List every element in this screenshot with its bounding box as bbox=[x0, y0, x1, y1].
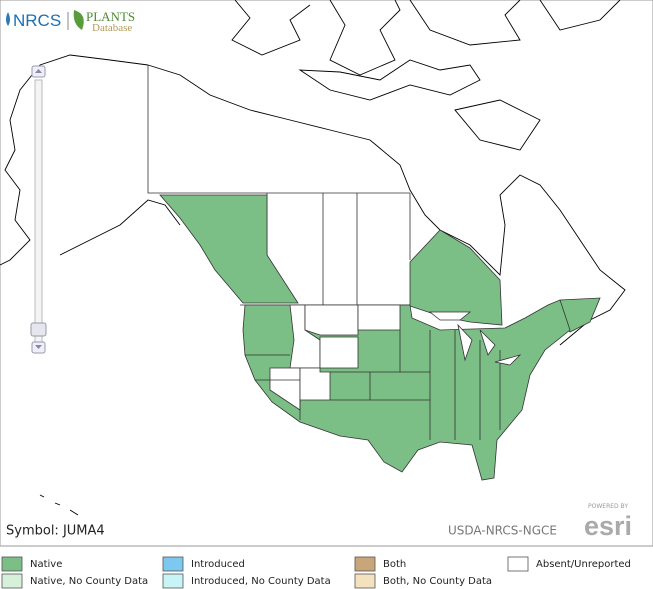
utah bbox=[299, 367, 331, 401]
legend-swatch bbox=[354, 556, 376, 572]
zoom-in-icon bbox=[35, 69, 42, 73]
symbol-label: Symbol: JUMA4 bbox=[6, 524, 105, 539]
logo: NRCS PLANTS Database bbox=[6, 9, 135, 34]
map-frame bbox=[0, 0, 653, 547]
montana bbox=[304, 304, 359, 336]
powered-by: POWERED BY bbox=[588, 503, 628, 510]
great-lakes bbox=[428, 311, 522, 366]
drop-icon bbox=[6, 12, 10, 26]
zoom-out-icon bbox=[35, 345, 42, 349]
legend-label: Both bbox=[383, 559, 406, 570]
legend-swatch bbox=[507, 556, 529, 572]
ontario bbox=[409, 229, 503, 326]
canada-coast bbox=[147, 64, 626, 346]
agency: NRCS bbox=[13, 11, 61, 30]
legend-label: Introduced bbox=[191, 559, 245, 570]
alaska-coast bbox=[0, 54, 181, 266]
legend-label: Native, No County Data bbox=[30, 576, 148, 587]
zoom-control bbox=[30, 65, 47, 354]
legend-label: Absent/Unreported bbox=[536, 559, 631, 570]
legend-label: Introduced, No County Data bbox=[191, 576, 331, 587]
arctic-islands bbox=[231, 0, 621, 151]
zoom-handle[interactable] bbox=[30, 322, 47, 337]
legend-swatch bbox=[162, 573, 184, 589]
leaf-icon bbox=[73, 10, 84, 30]
legend-swatch bbox=[162, 556, 184, 572]
database-title: PLANTS bbox=[86, 9, 135, 24]
hawaii bbox=[39, 494, 79, 516]
esri-logo: esri bbox=[584, 511, 632, 541]
wyoming bbox=[319, 336, 359, 369]
credit: USDA-NRCS-NGCE bbox=[448, 524, 557, 538]
legend-label: Native bbox=[30, 559, 62, 570]
database-subtitle: Database bbox=[92, 22, 132, 34]
state-borders bbox=[245, 330, 501, 440]
legend-swatch bbox=[1, 556, 23, 572]
legend-label: Both, No County Data bbox=[383, 576, 492, 587]
zoom-track[interactable] bbox=[34, 79, 43, 343]
legend-swatch bbox=[1, 573, 23, 589]
british-columbia bbox=[159, 194, 299, 304]
map bbox=[0, 0, 653, 547]
legend: Native Introduced Both Absent/Unreported Nat… bbox=[1, 556, 631, 589]
legend-swatch bbox=[354, 573, 376, 589]
north-dakota bbox=[357, 304, 401, 331]
